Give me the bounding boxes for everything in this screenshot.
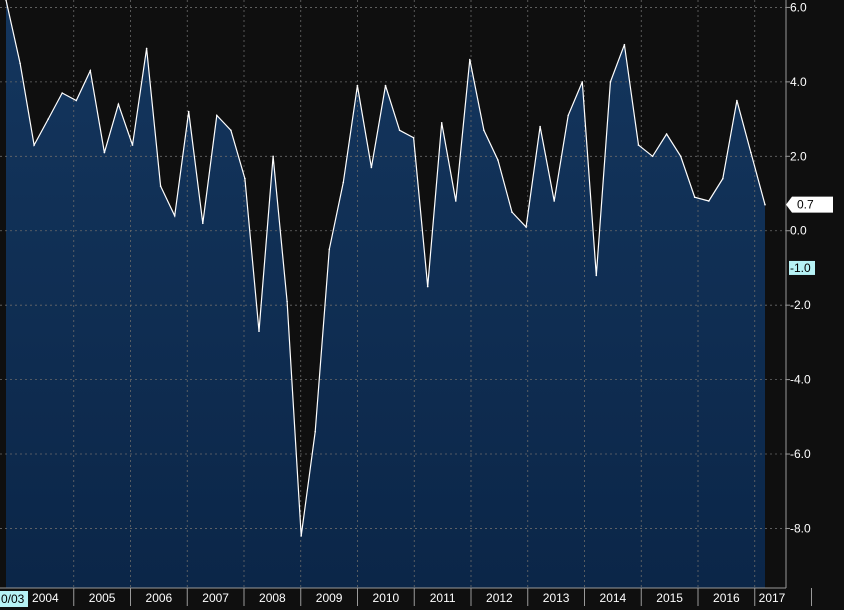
data-point (272, 155, 274, 158)
data-point (5, 0, 7, 1)
series-area (6, 0, 765, 588)
data-point (483, 129, 485, 132)
data-point (693, 196, 696, 198)
data-point (356, 84, 359, 87)
y-tick-label: 4.0 (790, 75, 807, 89)
x-tick-label: 2017 (759, 591, 786, 605)
x-tick-label: 2006 (146, 591, 173, 605)
data-point (426, 285, 429, 288)
y-tick-label: 0.0 (790, 224, 807, 238)
data-point (131, 144, 134, 146)
x-tick-label: 2011 (430, 591, 456, 605)
start-date-label: 0/03 (1, 592, 25, 606)
data-point (679, 155, 682, 158)
data-point (258, 330, 260, 333)
data-point (440, 122, 443, 124)
data-point (595, 274, 598, 277)
data-point (708, 200, 710, 202)
last-value-tag: 0.7 (786, 196, 833, 213)
x-tick-label: 2009 (316, 591, 343, 605)
y-tick-label: -4.0 (790, 373, 811, 387)
data-point (609, 81, 612, 83)
x-tick-label: 2008 (259, 591, 286, 605)
data-point (469, 58, 471, 61)
data-point (581, 81, 584, 83)
data-point (19, 62, 21, 65)
x-tick-label: 2005 (89, 591, 116, 605)
x-tick-label: 2007 (202, 591, 229, 605)
data-point (567, 114, 569, 117)
data-point (286, 300, 288, 303)
data-point (736, 99, 738, 102)
x-axis-ticks: 2004 2005 2006 2007 2008 2009 2010 2011 2012 2013… (32, 588, 812, 606)
data-point (539, 125, 541, 128)
data-point (202, 222, 204, 225)
data-point (665, 133, 668, 135)
data-point (314, 430, 317, 433)
data-point (412, 136, 415, 139)
data-point (637, 144, 640, 146)
data-point (89, 69, 92, 72)
data-point (370, 166, 373, 169)
data-point (103, 151, 106, 154)
data-point (145, 47, 148, 50)
data-point (455, 200, 457, 202)
data-point (117, 103, 120, 105)
last-value-label: 0.7 (797, 198, 814, 212)
x-tick-label: 2016 (713, 591, 740, 605)
y-axis-ticks: 6.0 4.0 2.0 0.0 -2.0 -4.0 -6.0 -8.0 (786, 0, 811, 535)
data-point (159, 185, 162, 187)
secondary-value-label: -1.0 (790, 261, 811, 275)
grid-lines (0, 0, 786, 588)
data-point (61, 92, 63, 94)
data-point (553, 200, 555, 202)
x-tick-label: 2004 (32, 591, 59, 605)
data-point (47, 118, 49, 120)
data-point (722, 177, 724, 180)
data-point (651, 155, 654, 158)
x-tick-label: 2012 (486, 591, 513, 605)
y-tick-label: 6.0 (790, 0, 807, 14)
data-point (623, 43, 626, 46)
data-point (384, 84, 387, 87)
data-point (511, 211, 513, 213)
data-point (230, 129, 232, 132)
y-tick-label: -6.0 (790, 447, 811, 461)
data-point (33, 144, 35, 146)
start-date-tag: 0/03 (0, 591, 28, 607)
secondary-value-tag: -1.0 (789, 260, 815, 275)
y-tick-label: -2.0 (790, 298, 811, 312)
data-point (398, 129, 401, 132)
data-point (497, 159, 499, 161)
data-point (328, 248, 331, 251)
data-points (5, 0, 766, 537)
data-point (300, 535, 303, 537)
data-point (187, 110, 190, 113)
data-point (75, 99, 78, 102)
data-point (216, 114, 218, 117)
data-point (173, 215, 176, 217)
data-point (525, 226, 527, 228)
x-tick-label: 2014 (600, 591, 627, 605)
x-tick-label: 2013 (543, 591, 570, 605)
data-point (750, 151, 752, 154)
data-point (764, 203, 766, 206)
data-point (342, 181, 345, 184)
x-tick-label: 2010 (373, 591, 400, 605)
y-tick-label: -8.0 (790, 521, 811, 535)
data-point (244, 177, 246, 180)
x-tick-label: 2015 (656, 591, 683, 605)
y-tick-label: 2.0 (790, 149, 807, 163)
